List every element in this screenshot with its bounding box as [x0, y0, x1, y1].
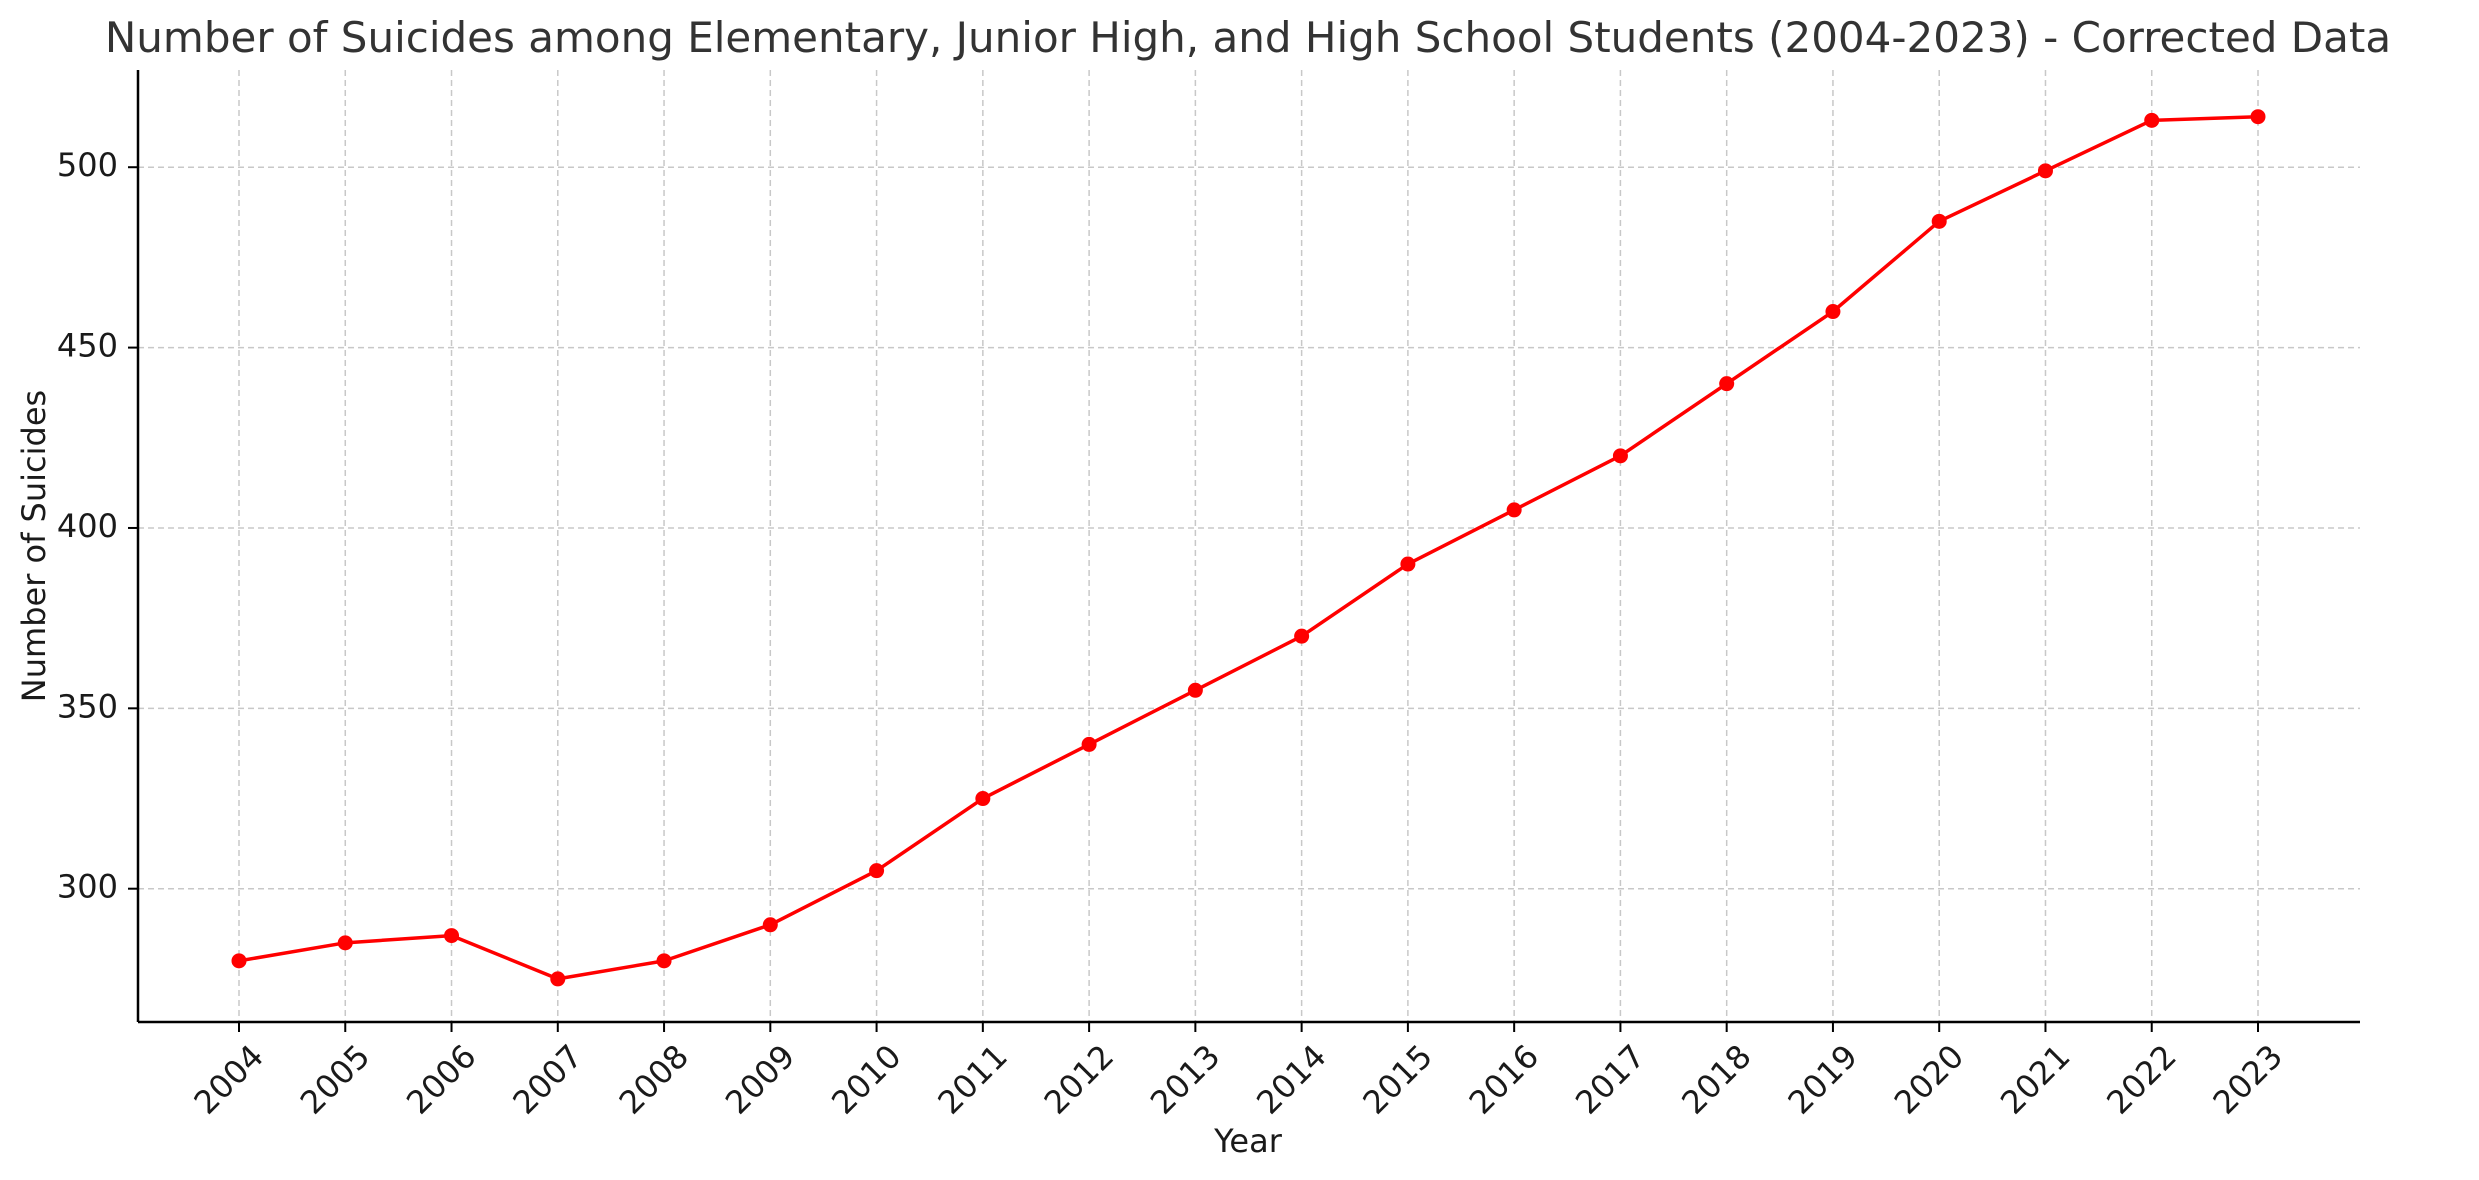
- y-tick-label: 500: [57, 146, 118, 184]
- data-point: [2144, 112, 2160, 128]
- data-point: [337, 935, 353, 951]
- x-tick-label: 2009: [718, 1037, 802, 1121]
- x-tick-label: 2023: [2206, 1037, 2290, 1121]
- x-tick-label: 2007: [505, 1037, 589, 1121]
- data-point: [2037, 163, 2053, 179]
- data-point: [869, 863, 885, 879]
- data-point: [1187, 682, 1203, 698]
- x-tick-label: 2005: [293, 1037, 377, 1121]
- x-tick-label: 2006: [399, 1037, 483, 1121]
- x-tick-label: 2010: [824, 1037, 908, 1121]
- grid-lines: [138, 70, 2360, 1022]
- y-tick-label: 450: [57, 327, 118, 365]
- x-axis-ticks: 2004 2005 2006 2007 2008 2009 2010 2011 2012 2013…: [187, 1022, 2290, 1122]
- series-line: [238, 114, 2259, 981]
- x-tick-label: 2011: [930, 1037, 1014, 1121]
- axes: [136, 70, 2360, 1024]
- x-tick-label: 2012: [1037, 1037, 1121, 1121]
- data-point: [975, 791, 991, 807]
- y-tick-label: 400: [57, 507, 118, 545]
- data-point: [2250, 109, 2266, 125]
- x-axis-title: Year: [1213, 1122, 1283, 1160]
- y-axis-title: Number of Suicides: [15, 390, 53, 702]
- data-point: [444, 928, 460, 944]
- x-tick-label: 2013: [1143, 1037, 1227, 1121]
- chart-title: Number of Suicides among Elementary, Jun…: [105, 13, 2391, 62]
- data-point: [1931, 213, 1947, 229]
- data-point: [550, 971, 566, 987]
- x-tick-label: 2015: [1355, 1037, 1439, 1121]
- y-tick-label: 300: [57, 868, 118, 906]
- x-tick-label: 2014: [1249, 1037, 1333, 1121]
- data-point: [1081, 736, 1097, 752]
- x-tick-label: 2021: [1993, 1037, 2077, 1121]
- x-tick-label: 2022: [2099, 1037, 2183, 1121]
- y-axis-ticks: 300 350 400 450 500: [57, 146, 138, 906]
- data-point: [762, 917, 778, 933]
- data-point: [1506, 502, 1522, 518]
- x-tick-label: 2018: [1674, 1037, 1758, 1121]
- data-point: [1612, 448, 1628, 464]
- x-tick-label: 2004: [187, 1037, 271, 1121]
- data-point: [1400, 556, 1416, 572]
- x-tick-label: 2019: [1781, 1037, 1865, 1121]
- y-tick-label: 350: [57, 687, 118, 725]
- series-layer: [231, 109, 2266, 987]
- data-point: [1825, 304, 1841, 320]
- x-tick-label: 2008: [612, 1037, 696, 1121]
- x-tick-label: 2017: [1568, 1037, 1652, 1121]
- data-point: [656, 953, 672, 969]
- x-tick-label: 2020: [1887, 1037, 1971, 1121]
- data-point: [1719, 376, 1735, 392]
- data-point: [231, 953, 247, 969]
- data-point: [1294, 628, 1310, 644]
- x-tick-label: 2016: [1462, 1037, 1546, 1121]
